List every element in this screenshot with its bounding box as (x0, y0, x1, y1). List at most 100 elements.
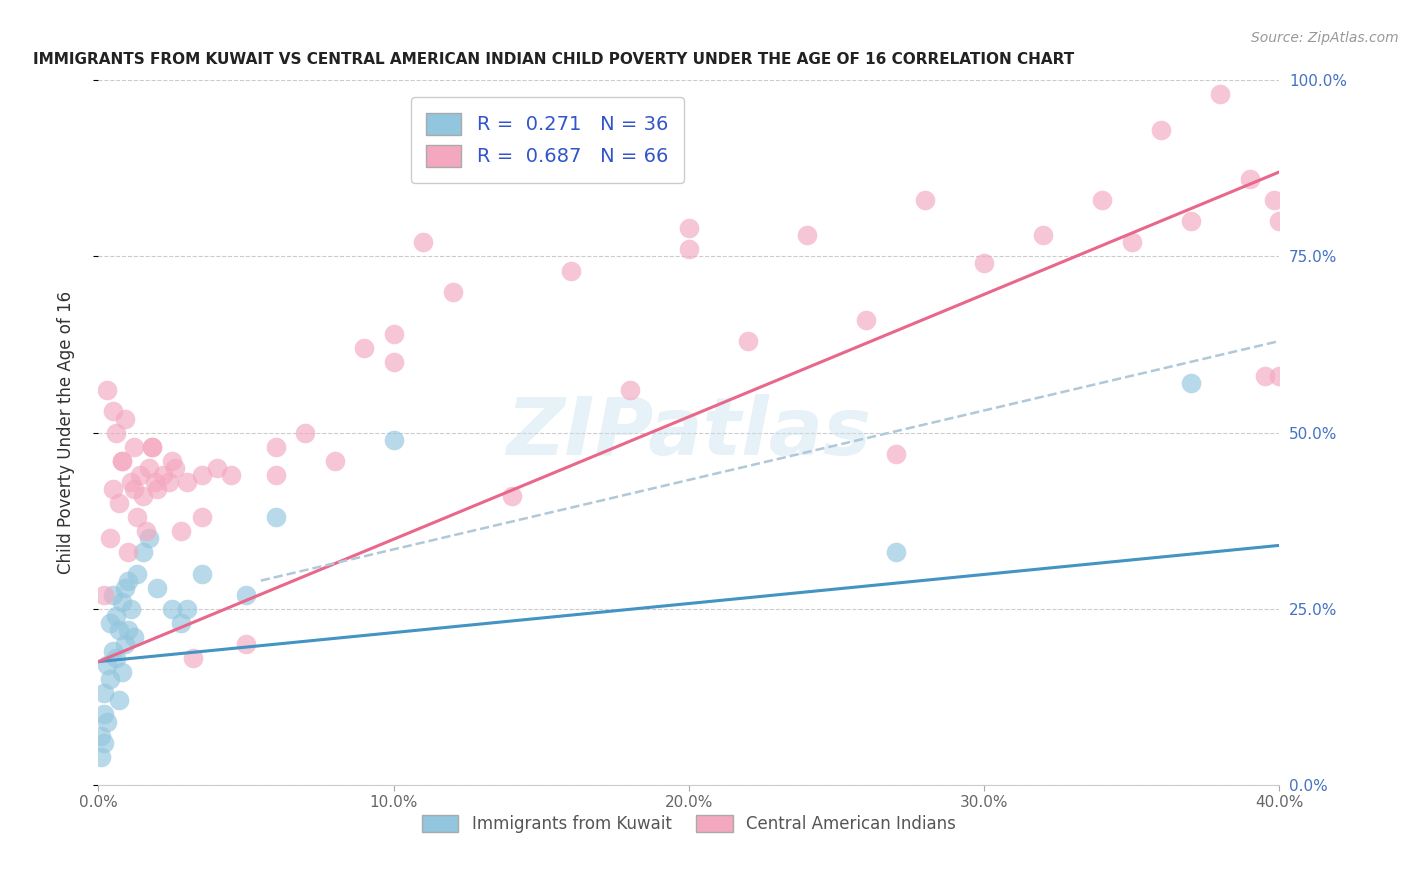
Point (382, 326, 405, 341)
Point (93, 707, 115, 722)
Point (132, 545, 155, 559)
Point (382, 355, 405, 369)
Point (96, 658, 118, 673)
Point (111, 595, 134, 609)
Point (96, 384, 118, 398)
Point (162, 601, 183, 615)
Point (152, 467, 174, 482)
Point (191, 467, 214, 482)
Y-axis label: Child Poverty Under the Age of 16: Child Poverty Under the Age of 16 (56, 291, 75, 574)
Point (143, 475, 166, 489)
Point (138, 532, 160, 546)
Point (114, 637, 136, 651)
Point (108, 623, 131, 637)
Point (796, 228, 818, 243)
Point (170, 615, 193, 630)
Point (111, 454, 134, 468)
Point (191, 566, 214, 581)
Point (103, 404, 125, 418)
Point (162, 454, 183, 468)
Point (170, 524, 193, 539)
Point (122, 482, 145, 496)
Point (108, 496, 131, 510)
Point (114, 411, 136, 425)
Point (264, 440, 287, 454)
Point (1263, 193, 1285, 207)
Point (98, 532, 121, 546)
Point (93, 588, 115, 602)
Point (105, 425, 128, 440)
Point (122, 630, 145, 644)
Point (1268, 214, 1291, 228)
Point (93, 736, 115, 750)
Point (176, 601, 198, 615)
Point (264, 510, 287, 524)
Point (135, 524, 157, 539)
Point (141, 440, 163, 454)
Point (560, 263, 582, 277)
Point (132, 489, 155, 503)
Point (117, 545, 139, 559)
Point (146, 482, 169, 496)
Point (103, 644, 125, 658)
Point (884, 447, 907, 461)
Point (165, 460, 187, 475)
Point (1268, 369, 1291, 384)
Point (205, 460, 228, 475)
Point (973, 256, 995, 270)
Point (108, 693, 131, 707)
Text: IMMIGRANTS FROM KUWAIT VS CENTRAL AMERICAN INDIAN CHILD POVERTY UNDER THE AGE OF: IMMIGRANTS FROM KUWAIT VS CENTRAL AMERIC… (34, 52, 1074, 67)
Point (1180, 214, 1202, 228)
Point (914, 193, 936, 207)
Point (884, 545, 907, 559)
Point (138, 460, 160, 475)
Point (1150, 122, 1173, 136)
Point (1209, 87, 1232, 102)
Point (90, 729, 112, 743)
Point (146, 581, 169, 595)
Legend: Immigrants from Kuwait, Central American Indians: Immigrants from Kuwait, Central American… (415, 808, 963, 840)
Point (111, 454, 134, 468)
Point (117, 623, 139, 637)
Point (737, 334, 759, 348)
Point (141, 440, 163, 454)
Point (323, 454, 346, 468)
Point (235, 637, 257, 651)
Point (122, 440, 145, 454)
Point (1091, 193, 1114, 207)
Point (1032, 228, 1054, 243)
Point (103, 482, 125, 496)
Point (353, 341, 375, 355)
Point (181, 651, 204, 665)
Point (176, 475, 198, 489)
Point (111, 665, 134, 680)
Point (120, 475, 142, 489)
Point (412, 235, 434, 250)
Point (125, 566, 148, 581)
Point (125, 510, 148, 524)
Point (678, 221, 700, 235)
Point (98, 673, 121, 687)
Point (501, 489, 523, 503)
Point (855, 313, 877, 327)
Point (128, 467, 150, 482)
Point (441, 285, 464, 299)
Point (1239, 172, 1261, 186)
Point (90, 749, 112, 764)
Text: ZIPatlas: ZIPatlas (506, 393, 872, 472)
Point (235, 588, 257, 602)
Point (1180, 376, 1202, 391)
Point (264, 467, 287, 482)
Point (105, 651, 128, 665)
Point (619, 384, 641, 398)
Point (98, 615, 121, 630)
Point (157, 475, 180, 489)
Point (105, 608, 128, 623)
Point (221, 467, 243, 482)
Text: Source: ZipAtlas.com: Source: ZipAtlas.com (1251, 31, 1399, 45)
Point (294, 425, 316, 440)
Point (120, 601, 142, 615)
Point (382, 433, 405, 447)
Point (117, 574, 139, 588)
Point (103, 588, 125, 602)
